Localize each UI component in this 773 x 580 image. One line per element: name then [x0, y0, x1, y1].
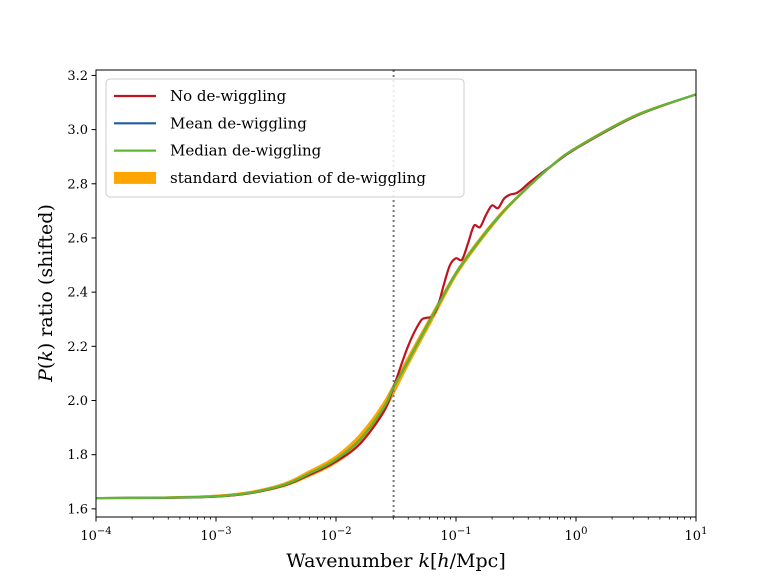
y-axis-label: P(k) ratio (shifted): [35, 204, 57, 383]
y-tick-label: 3.2: [67, 69, 88, 84]
y-tick-label: 3.0: [67, 123, 88, 138]
x-tick-label: 10−2: [320, 526, 351, 544]
legend-swatch-standard-deviation-of-de-wiggling: [114, 171, 156, 184]
y-tick-label: 2.0: [67, 394, 88, 409]
legend-label-standard-deviation-of-de-wiggling: standard deviation of de-wiggling: [170, 169, 426, 187]
legend: No de-wiggling Mean de-wiggling Median de-…: [105, 78, 465, 198]
series-line-no-de-wiggling: [95, 93, 697, 500]
y-tick-label: 2.6: [67, 231, 88, 246]
x-tick-label: 10−3: [200, 526, 231, 544]
y-tick-label: 2.4: [67, 286, 88, 301]
legend-box: [105, 78, 465, 198]
legend-label-no-de-wiggling: No de-wiggling: [170, 87, 287, 105]
y-tick-label: 1.8: [67, 448, 88, 463]
x-tick-label: 101: [685, 526, 708, 544]
y-tick-label: 1.6: [67, 502, 88, 517]
series-line-median-de-wiggling: [95, 93, 697, 500]
x-axis-label: Wavenumber k[h/Mpc]: [286, 550, 505, 572]
axes-frame: [95, 69, 697, 518]
y-axis-ticks: 1.6 1.8 2.0 2.2 2.4 2.6 2.8 3.0 3.2: [67, 69, 96, 517]
x-tick-label: 100: [565, 526, 588, 544]
x-tick-label: 10−4: [80, 526, 111, 544]
y-tick-label: 2.8: [67, 177, 88, 192]
x-tick-label: 10−1: [440, 526, 471, 544]
x-axis-ticks: 10−4 10−3 10−2 10−1 100 101: [80, 517, 707, 544]
legend-label-median-de-wiggling: Median de-wiggling: [170, 142, 322, 160]
y-tick-label: 2.2: [67, 340, 88, 355]
legend-label-mean-de-wiggling: Mean de-wiggling: [170, 114, 307, 132]
